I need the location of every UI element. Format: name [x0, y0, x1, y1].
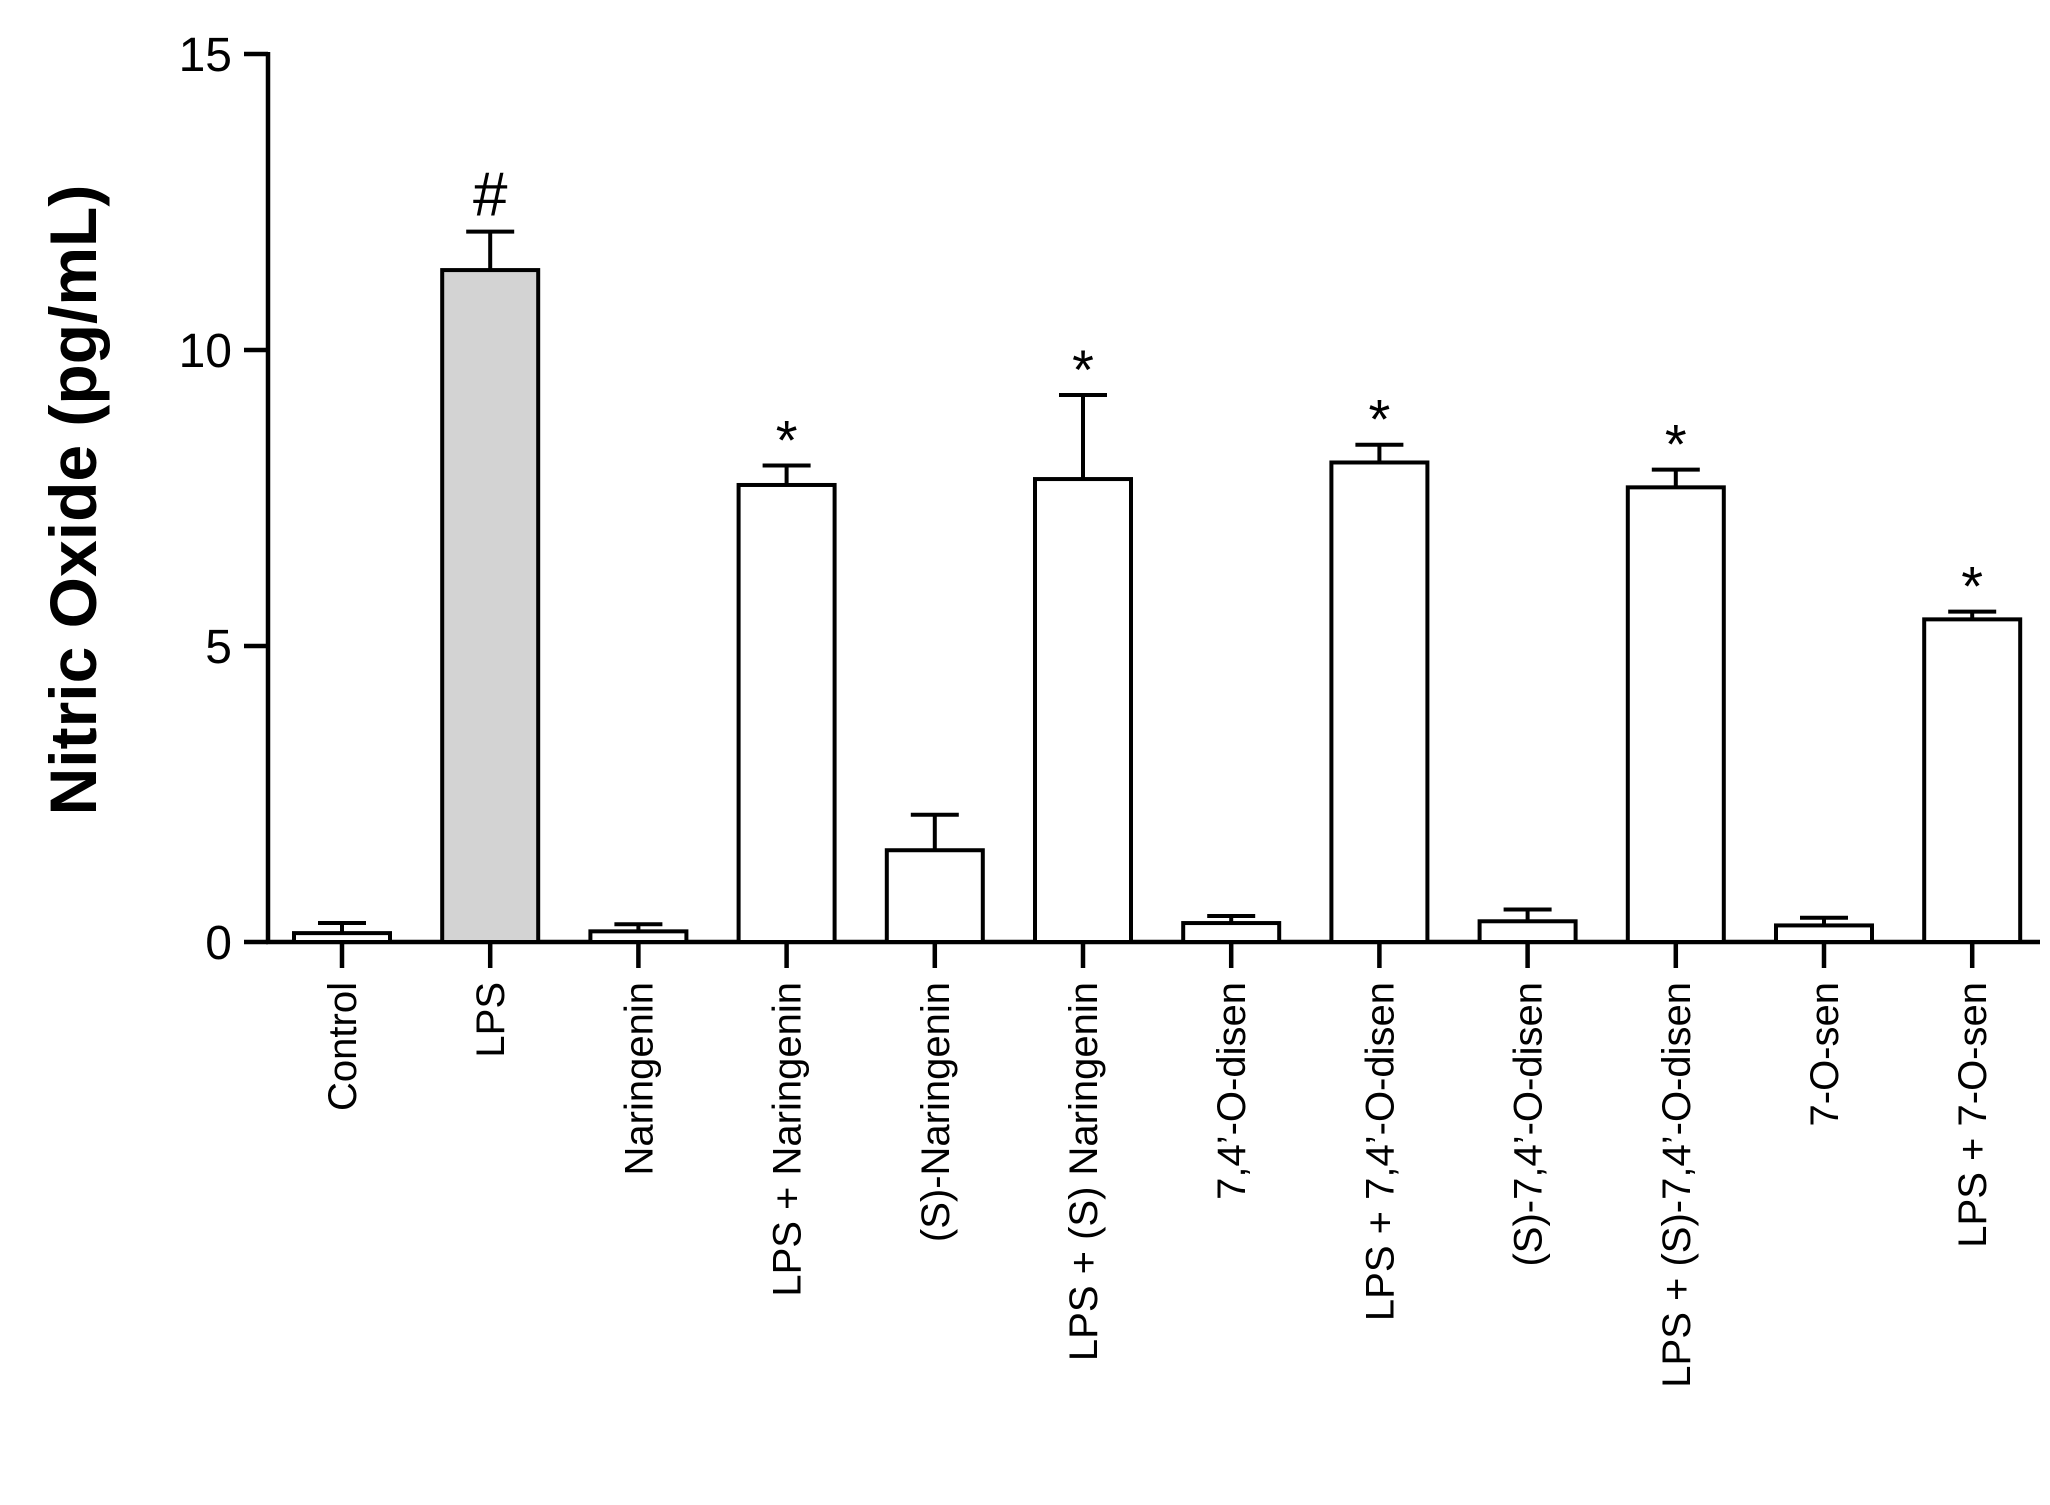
- x-category-label: LPS + Naringenin: [766, 982, 810, 1297]
- significance-markers: # * * * * *: [473, 161, 1983, 618]
- significance-marker: *: [1369, 388, 1391, 451]
- bar: [1477, 919, 1578, 945]
- bars: [292, 268, 2023, 945]
- bar: [1922, 617, 2023, 944]
- x-category-label: LPS + (S)-7,4’-O-disen: [1655, 982, 1699, 1388]
- significance-marker: #: [473, 161, 508, 230]
- y-axis-title: Nitric Oxide (pg/mL): [36, 185, 110, 816]
- bar: [1625, 485, 1726, 944]
- x-category-label: LPS + 7,4’-O-disen: [1358, 982, 1402, 1321]
- significance-marker: *: [776, 408, 798, 471]
- significance-marker: *: [1961, 555, 1983, 618]
- bar: [884, 848, 985, 944]
- x-category-label: LPS + 7-O-sen: [1951, 982, 1995, 1248]
- bar: [1774, 923, 1874, 945]
- x-category-label: LPS + (S) Naringenin: [1062, 982, 1106, 1361]
- x-category-label: Control: [321, 982, 365, 1111]
- x-category-label: LPS: [469, 982, 513, 1058]
- error-bars: [318, 229, 1997, 934]
- bar: [1329, 460, 1430, 944]
- y-tick-label: 0: [205, 917, 232, 970]
- significance-marker: *: [1665, 413, 1687, 476]
- x-category-label: (S)-Naringenin: [914, 982, 958, 1242]
- y-axis: 0 5 10 15: [179, 29, 271, 970]
- bar: [1181, 921, 1282, 945]
- y-tick-label: 5: [205, 621, 232, 674]
- x-category-label: (S)-7,4’-O-disen: [1507, 982, 1551, 1267]
- x-category-label: 7,4’-O-disen: [1210, 982, 1254, 1200]
- x-category-label: Naringenin: [617, 982, 661, 1175]
- y-tick-label: 15: [179, 29, 232, 82]
- x-axis: [266, 939, 2040, 968]
- bar: [1033, 477, 1133, 944]
- significance-marker: *: [1072, 338, 1094, 401]
- bar: [292, 931, 392, 944]
- x-category-label: 7-O-sen: [1803, 982, 1847, 1127]
- bar: [440, 268, 541, 944]
- bar: [588, 929, 689, 944]
- bar: [736, 482, 837, 944]
- category-labels: Control LPS Naringenin LPS + Naringenin (S)-…: [321, 982, 1995, 1388]
- y-tick-label: 10: [179, 325, 232, 378]
